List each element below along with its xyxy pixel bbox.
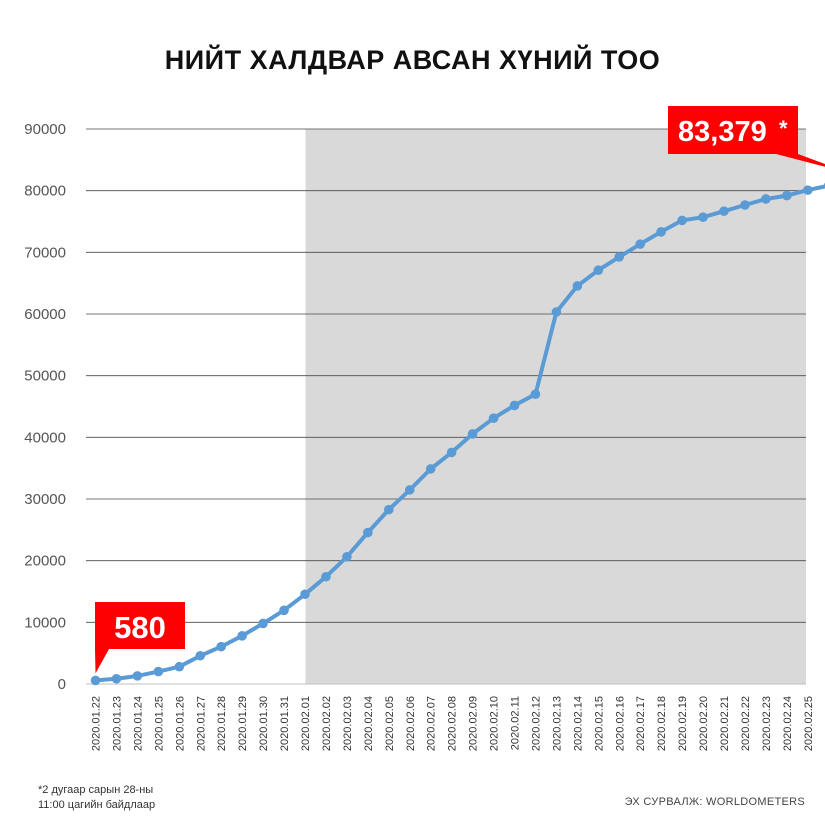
x-tick-label: 2020.02.20 xyxy=(698,696,710,751)
callout-end-label: 83,379 xyxy=(678,116,767,148)
y-axis-ticks: 0 10000 20000 30000 40000 50000 60000 70000 8000… xyxy=(24,121,66,693)
callout-end xyxy=(668,106,825,167)
x-tick-label: 2020.01.27 xyxy=(195,696,207,751)
x-tick-label: 2020.01.31 xyxy=(279,696,291,751)
x-axis-ticks: 2020.01.22 2020.01.23 2020.01.24 2020.01.25… xyxy=(91,696,825,751)
x-tick-label: 2020.02.05 xyxy=(384,696,396,751)
x-tick-label: 2020.02.01 xyxy=(300,696,312,751)
x-tick-label: 2020.02.16 xyxy=(614,696,626,751)
y-tick-label: 20000 xyxy=(24,553,66,570)
data-point xyxy=(111,673,122,684)
y-tick-label: 40000 xyxy=(24,429,66,446)
data-point xyxy=(761,194,771,204)
shaded-region xyxy=(305,129,806,684)
y-tick-label: 90000 xyxy=(24,121,66,138)
data-point xyxy=(698,212,708,222)
x-tick-label: 2020.02.14 xyxy=(572,696,584,751)
data-point xyxy=(216,641,226,652)
x-tick-label: 2020.02.15 xyxy=(593,696,605,751)
x-tick-label: 2020.01.30 xyxy=(258,696,270,751)
data-point xyxy=(530,389,541,399)
x-tick-label: 2020.01.29 xyxy=(237,696,249,751)
data-point xyxy=(740,200,750,210)
data-point xyxy=(803,185,813,195)
x-tick-label: 2020.02.21 xyxy=(719,696,731,751)
data-point xyxy=(509,400,520,411)
x-tick-label: 2020.02.23 xyxy=(761,696,773,751)
x-tick-label: 2020.01.25 xyxy=(153,696,165,751)
x-tick-label: 2020.02.06 xyxy=(405,696,417,751)
data-point xyxy=(614,252,625,262)
y-tick-label: 60000 xyxy=(24,306,66,323)
data-point xyxy=(195,650,206,661)
footnote-line-1: *2 дугаар сарын 28-ны xyxy=(38,784,154,796)
x-tick-label: 2020.02.24 xyxy=(782,696,794,751)
y-tick-label: 50000 xyxy=(24,368,66,385)
x-tick-label: 2020.02.19 xyxy=(677,696,689,751)
data-point xyxy=(467,429,478,439)
callout-start xyxy=(95,602,185,674)
data-point xyxy=(488,413,499,423)
x-tick-label: 2020.02.12 xyxy=(530,696,542,751)
x-tick-label: 2020.02.07 xyxy=(426,696,438,751)
y-tick-label: 0 xyxy=(58,676,66,693)
x-tick-label: 2020.02.10 xyxy=(489,696,501,751)
data-point xyxy=(446,447,457,458)
x-tick-label: 2020.01.26 xyxy=(174,696,186,751)
x-tick-label: 2020.02.08 xyxy=(447,696,459,751)
series-points xyxy=(90,182,825,686)
x-tick-label: 2020.02.25 xyxy=(803,696,815,751)
shaded-background xyxy=(305,129,806,684)
data-point xyxy=(677,215,687,226)
data-point xyxy=(237,631,247,641)
x-tick-label: 2020.01.24 xyxy=(132,696,144,751)
callouts: 580 83,379 * xyxy=(95,106,825,674)
x-tick-label: 2020.02.18 xyxy=(656,696,668,751)
data-point xyxy=(174,661,185,672)
x-tick-label: 2020.02.11 xyxy=(510,696,522,750)
data-point xyxy=(153,666,164,677)
chart-title: НИЙТ ХАЛДВАР АВСАН ХҮНИЙ ТОО xyxy=(164,45,661,75)
data-point xyxy=(782,190,792,201)
callout-end-asterisk: * xyxy=(779,116,788,141)
callout-start-label: 580 xyxy=(114,610,166,645)
data-point xyxy=(90,675,101,686)
footnote-line-2: 11:00 цагийн байдлаар xyxy=(38,799,156,811)
x-tick-label: 2020.02.03 xyxy=(342,696,354,751)
data-point xyxy=(572,281,583,291)
data-point xyxy=(279,605,289,616)
y-tick-label: 80000 xyxy=(24,183,66,200)
data-point xyxy=(551,307,562,317)
data-point xyxy=(321,571,331,582)
x-tick-label: 2020.01.22 xyxy=(91,696,103,751)
x-tick-label: 2020.02.22 xyxy=(740,696,752,751)
data-point xyxy=(656,227,666,237)
data-point xyxy=(635,239,645,249)
x-tick-label: 2020.01.28 xyxy=(216,696,228,751)
y-tick-label: 30000 xyxy=(24,491,66,508)
data-point xyxy=(404,485,415,495)
y-tick-label: 10000 xyxy=(24,614,66,631)
x-tick-label: 2020.02.13 xyxy=(551,696,563,751)
x-tick-label: 2020.02.02 xyxy=(321,696,333,751)
x-tick-label: 2020.02.09 xyxy=(468,696,480,751)
data-point xyxy=(342,551,352,562)
data-point xyxy=(719,206,729,216)
footnote: *2 дугаар сарын 28-ны 11:00 цагийн байдл… xyxy=(38,783,155,813)
data-point xyxy=(300,589,310,600)
data-point xyxy=(384,504,394,515)
y-tick-label: 70000 xyxy=(24,244,66,261)
x-tick-label: 2020.02.04 xyxy=(363,696,375,751)
x-tick-label: 2020.02.17 xyxy=(635,696,647,751)
x-tick-label: 2020.02.26 xyxy=(824,696,825,751)
data-point xyxy=(425,464,436,474)
x-tick-label: 2020.01.23 xyxy=(111,696,123,751)
source-note: ЭХ СУРВАЛЖ: WORLDOMETERS xyxy=(624,796,805,808)
data-point xyxy=(363,527,373,538)
data-point xyxy=(132,671,143,681)
data-point xyxy=(593,265,604,275)
data-point xyxy=(258,618,268,629)
